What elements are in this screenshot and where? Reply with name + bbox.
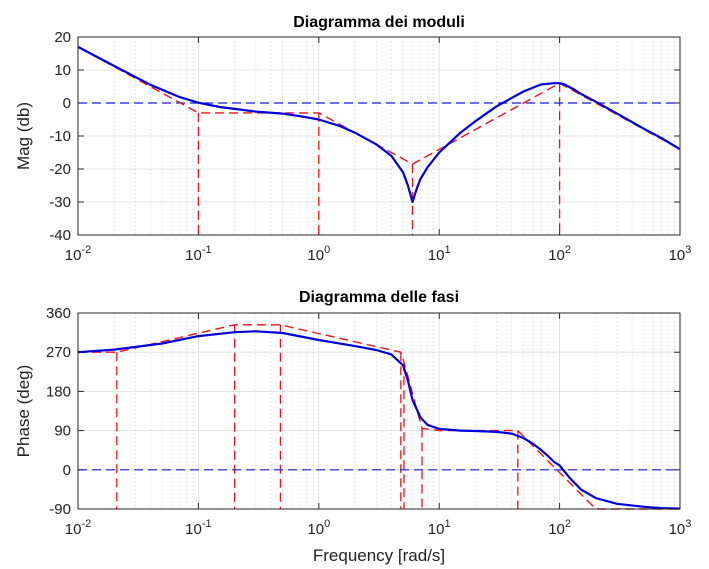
phase-y-tick-label: 360 — [46, 305, 71, 322]
magnitude-axes-box — [77, 36, 681, 236]
phase-y-tick-label: 90 — [54, 423, 71, 440]
phase-asymptotic-curve — [78, 324, 680, 510]
magnitude-y-tick-label: 0 — [63, 95, 71, 112]
phase-y-axis-label: Phase (deg) — [14, 365, 33, 458]
phase-x-tick-label: 103 — [669, 518, 692, 538]
magnitude-series — [77, 45, 681, 204]
phase-axes-box — [77, 312, 681, 510]
magnitude-y-tick-labels: 20 10 0 -10 -20 -30 -40 — [49, 29, 71, 244]
magnitude-x-tick-label: 10-1 — [185, 244, 211, 264]
magnitude-y-axis-label: Mag (db) — [14, 102, 33, 170]
phase-x-tick-labels: 10-2 10-1 100 101 102 103 — [65, 518, 692, 538]
magnitude-y-tick-label: -30 — [49, 194, 71, 211]
phase-x-tick-label: 100 — [307, 518, 330, 538]
magnitude-x-tick-label: 10-2 — [65, 244, 91, 264]
magnitude-y-tick-label: -40 — [49, 227, 71, 244]
phase-x-tick-label: 10-2 — [65, 518, 91, 538]
magnitude-y-tick-label: -20 — [49, 161, 71, 178]
phase-x-axis-label: Frequency [rad/s] — [313, 546, 445, 565]
magnitude-x-tick-label: 101 — [428, 244, 451, 264]
phase-panel: 360 270 180 90 0 -90 10-2 10-1 100 101 102 103 Dia… — [14, 289, 691, 565]
magnitude-x-tick-label: 103 — [669, 244, 692, 264]
magnitude-x-tick-label: 102 — [548, 244, 571, 264]
magnitude-exact-curve — [77, 45, 681, 204]
phase-y-tick-label: 180 — [46, 383, 71, 400]
phase-y-tick-label: 270 — [46, 344, 71, 361]
magnitude-y-tick-label: -10 — [49, 128, 71, 145]
phase-x-tick-label: 101 — [428, 518, 451, 538]
magnitude-x-tick-labels: 10-2 10-1 100 101 102 103 — [65, 244, 692, 264]
magnitude-y-tick-label: 20 — [54, 29, 71, 46]
magnitude-x-tick-label: 100 — [307, 244, 330, 264]
phase-x-tick-label: 10-1 — [185, 518, 211, 538]
phase-title: Diagramma delle fasi — [299, 289, 459, 306]
phase-y-tick-label: 0 — [63, 462, 71, 479]
phase-y-tick-label: -90 — [49, 501, 71, 518]
phase-plot-area — [78, 313, 680, 509]
magnitude-y-tick-label: 10 — [54, 62, 71, 79]
phase-asymptote-drops — [116, 324, 519, 509]
magnitude-title: Diagramma dei moduli — [293, 14, 465, 31]
phase-series — [77, 324, 681, 510]
phase-exact-curve — [77, 330, 681, 510]
phase-y-tick-labels: 360 270 180 90 0 -90 — [46, 305, 71, 518]
phase-x-tick-label: 102 — [548, 518, 571, 538]
